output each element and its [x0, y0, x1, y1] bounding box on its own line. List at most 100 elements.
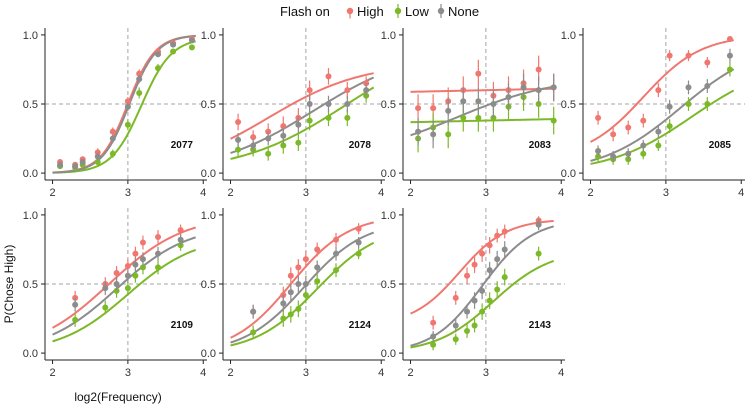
legend-item-none: None — [437, 4, 479, 19]
data-point-low — [501, 274, 508, 281]
data-point-high — [113, 269, 120, 276]
y-tick-label: 0.0 — [381, 168, 396, 180]
x-tick-label: 4 — [558, 187, 564, 199]
data-point-low — [188, 44, 195, 51]
y-tick-label: 1.0 — [381, 210, 396, 222]
y-tick-label: 1.0 — [561, 30, 576, 42]
data-point-low — [109, 150, 116, 157]
y-tick-label: 0.0 — [23, 348, 38, 360]
fit-curve-high — [410, 87, 554, 93]
fit-curve-high — [230, 221, 374, 339]
panel-label: 2143 — [529, 320, 552, 331]
x-tick-label: 3 — [663, 187, 669, 199]
data-point-high — [132, 250, 139, 257]
data-point-none — [79, 159, 86, 166]
data-point-low — [280, 142, 287, 149]
data-point-none — [333, 250, 340, 257]
data-point-low — [170, 48, 177, 55]
data-point-low — [265, 150, 272, 157]
data-point-none — [280, 300, 287, 307]
data-point-low — [136, 89, 143, 96]
y-tick-label: 0.5 — [201, 279, 216, 291]
data-point-none — [325, 101, 332, 107]
data-point-low — [685, 101, 692, 107]
x-tick-label: 2 — [407, 367, 413, 379]
data-point-low — [726, 66, 733, 73]
fit-curve-low — [230, 241, 375, 347]
x-tick-label: 3 — [483, 367, 489, 379]
data-point-high — [494, 232, 501, 239]
data-point-high — [625, 124, 632, 131]
data-point-none — [535, 221, 542, 228]
panel-label: 2109 — [171, 320, 194, 331]
data-point-none — [479, 287, 486, 294]
legend: Flash on High Low None — [280, 4, 479, 19]
y-tick-label: 1.0 — [23, 210, 38, 222]
data-point-low — [655, 142, 662, 149]
legend-label-low: Low — [405, 4, 429, 19]
data-point-low — [306, 117, 313, 124]
data-point-high — [704, 59, 711, 66]
data-point-low — [314, 278, 321, 285]
data-point-low — [235, 146, 242, 153]
data-point-none — [655, 128, 662, 135]
x-tick-label: 2 — [407, 187, 413, 199]
legend-title: Flash on — [280, 4, 330, 19]
y-tick-label: 0.5 — [23, 279, 38, 291]
data-point-none — [430, 333, 437, 340]
facet-panels: 0.0 0.5 1.0 2 3 4 2077 0.0 0.5 1.0 2 3 4 2078 0.0 0.5 1.… — [23, 28, 745, 379]
legend-key-low — [394, 7, 402, 15]
data-point-low — [287, 311, 294, 318]
data-point-high — [595, 114, 602, 121]
x-tick-label: 2 — [49, 367, 55, 379]
data-point-none — [250, 308, 257, 315]
data-point-none — [314, 264, 321, 271]
data-point-none — [295, 281, 302, 287]
data-point-high — [136, 70, 143, 77]
data-point-none — [494, 256, 501, 263]
x-tick-label: 3 — [483, 187, 489, 199]
data-point-low — [325, 114, 332, 121]
y-tick-label: 0.5 — [381, 279, 396, 291]
data-point-none — [666, 103, 673, 110]
y-tick-label: 0.0 — [201, 348, 216, 360]
data-point-none — [136, 76, 143, 83]
panel-2124: 0.0 0.5 1.0 2 3 4 2124 — [201, 208, 385, 379]
data-point-none — [177, 236, 184, 243]
data-point-high — [235, 118, 242, 125]
data-point-high — [302, 256, 309, 263]
data-point-high — [430, 105, 437, 112]
legend-item-low: Low — [394, 4, 429, 19]
data-point-high — [124, 98, 131, 105]
data-point-none — [625, 150, 632, 157]
data-point-low — [124, 121, 131, 128]
data-point-none — [452, 322, 459, 329]
data-point-high — [640, 117, 647, 124]
data-point-none — [302, 281, 309, 287]
x-tick-label: 4 — [200, 187, 206, 199]
data-point-high — [726, 36, 733, 43]
data-point-high — [306, 87, 313, 94]
x-tick-label: 2 — [227, 187, 233, 199]
x-tick-label: 4 — [378, 367, 384, 379]
y-tick-label: 0.0 — [381, 348, 396, 360]
data-point-low — [155, 65, 162, 72]
y-tick-label: 1.0 — [201, 210, 216, 222]
data-point-none — [595, 147, 602, 154]
data-point-low — [666, 123, 673, 130]
data-point-high — [280, 123, 287, 130]
y-tick-label: 0.0 — [23, 168, 38, 180]
legend-label-high: High — [357, 4, 384, 19]
data-point-none — [505, 94, 512, 101]
y-tick-label: 1.0 — [381, 30, 396, 42]
data-point-none — [295, 121, 302, 128]
data-point-none — [520, 84, 527, 91]
data-point-none — [445, 107, 452, 114]
panel-label: 2085 — [709, 140, 732, 151]
y-tick-label: 0.0 — [561, 168, 576, 180]
data-point-high — [139, 239, 146, 246]
data-point-high — [155, 234, 162, 241]
data-point-high — [486, 242, 493, 249]
data-point-high — [295, 264, 302, 271]
data-point-none — [132, 261, 139, 268]
